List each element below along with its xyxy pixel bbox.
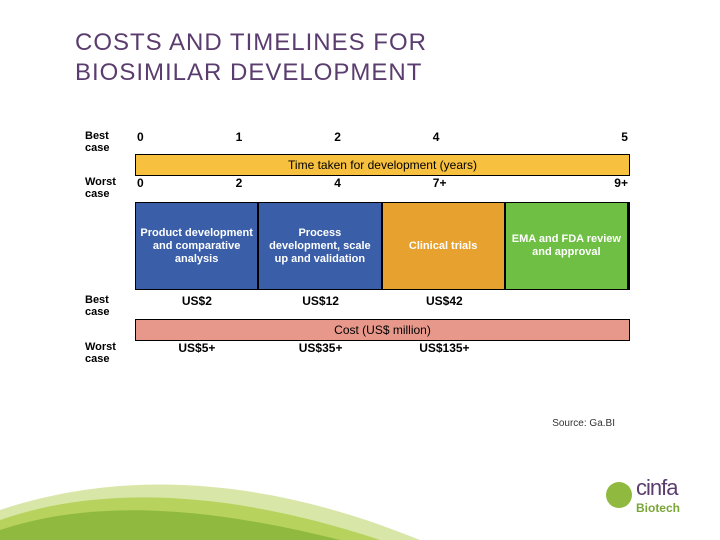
- tick: [506, 294, 630, 318]
- tick: US$5+: [135, 341, 259, 365]
- time-best-ticks: 0 1 2 4 5: [135, 130, 630, 154]
- phase-process-dev: Process development, scale up and valida…: [258, 202, 381, 290]
- logo-sub: Biotech: [636, 501, 680, 515]
- cost-worst-row: Worst case US$5+ US$35+ US$135+: [85, 341, 630, 365]
- tick: US$135+: [383, 341, 507, 365]
- title-line1: COSTS AND TIMELINES FOR: [75, 29, 427, 56]
- best-case-label-bottom: Best case: [85, 294, 135, 318]
- tick: 0: [135, 176, 234, 200]
- time-bar-label: Time taken for development (years): [136, 155, 629, 175]
- tick: US$12: [259, 294, 383, 318]
- best-case-label-top: Best case: [85, 130, 135, 154]
- cinfa-logo: cinfa Biotech: [606, 475, 680, 515]
- worst-case-label-top: Worst case: [85, 176, 135, 200]
- cost-bar-label: Cost (US$ million): [136, 320, 629, 340]
- time-best-row: Best case 0 1 2 4 5: [85, 130, 630, 154]
- phase-regulatory: EMA and FDA review and approval: [505, 202, 630, 290]
- cost-best-row: Best case US$2 US$12 US$42: [85, 294, 630, 318]
- logo-text: cinfa Biotech: [636, 475, 680, 515]
- logo-dot-icon: [606, 482, 632, 508]
- tick: 4: [431, 130, 530, 154]
- tick: 5: [529, 130, 630, 154]
- source-citation: Source: Ga.BI: [552, 418, 615, 429]
- tick: US$2: [135, 294, 259, 318]
- tick: 7+: [431, 176, 530, 200]
- phase-product-dev: Product development and comparative anal…: [135, 202, 258, 290]
- tick: 0: [135, 130, 234, 154]
- tick: [506, 341, 630, 365]
- tick: 9+: [529, 176, 630, 200]
- cost-best-ticks: US$2 US$12 US$42: [135, 294, 630, 318]
- tick: 1: [234, 130, 333, 154]
- tick: 2: [332, 130, 431, 154]
- dev-diagram: Best case 0 1 2 4 5 Time taken for devel…: [85, 130, 630, 365]
- phase-clinical-trials: Clinical trials: [382, 202, 505, 290]
- spacer: [85, 319, 135, 341]
- time-bar: Time taken for development (years): [135, 154, 630, 176]
- time-worst-row: Worst case 0 2 4 7+ 9+: [85, 176, 630, 200]
- title-line2: BIOSIMILAR DEVELOPMENT: [75, 59, 422, 86]
- spacer: [85, 154, 135, 176]
- slide-title: COSTS AND TIMELINES FOR BIOSIMILAR DEVEL…: [75, 28, 427, 88]
- logo-main: cinfa: [636, 475, 677, 500]
- tick: US$42: [383, 294, 507, 318]
- tick: 2: [234, 176, 333, 200]
- cost-worst-ticks: US$5+ US$35+ US$135+: [135, 341, 630, 365]
- tick: US$35+: [259, 341, 383, 365]
- phases: Product development and comparative anal…: [135, 202, 630, 290]
- time-bar-row: Time taken for development (years): [85, 154, 630, 176]
- spacer: [85, 202, 135, 290]
- time-worst-ticks: 0 2 4 7+ 9+: [135, 176, 630, 200]
- cost-bar: Cost (US$ million): [135, 319, 630, 341]
- phase-row: Product development and comparative anal…: [85, 202, 630, 290]
- worst-case-label-bottom: Worst case: [85, 341, 135, 365]
- tick: 4: [332, 176, 431, 200]
- cost-bar-row: Cost (US$ million): [85, 319, 630, 341]
